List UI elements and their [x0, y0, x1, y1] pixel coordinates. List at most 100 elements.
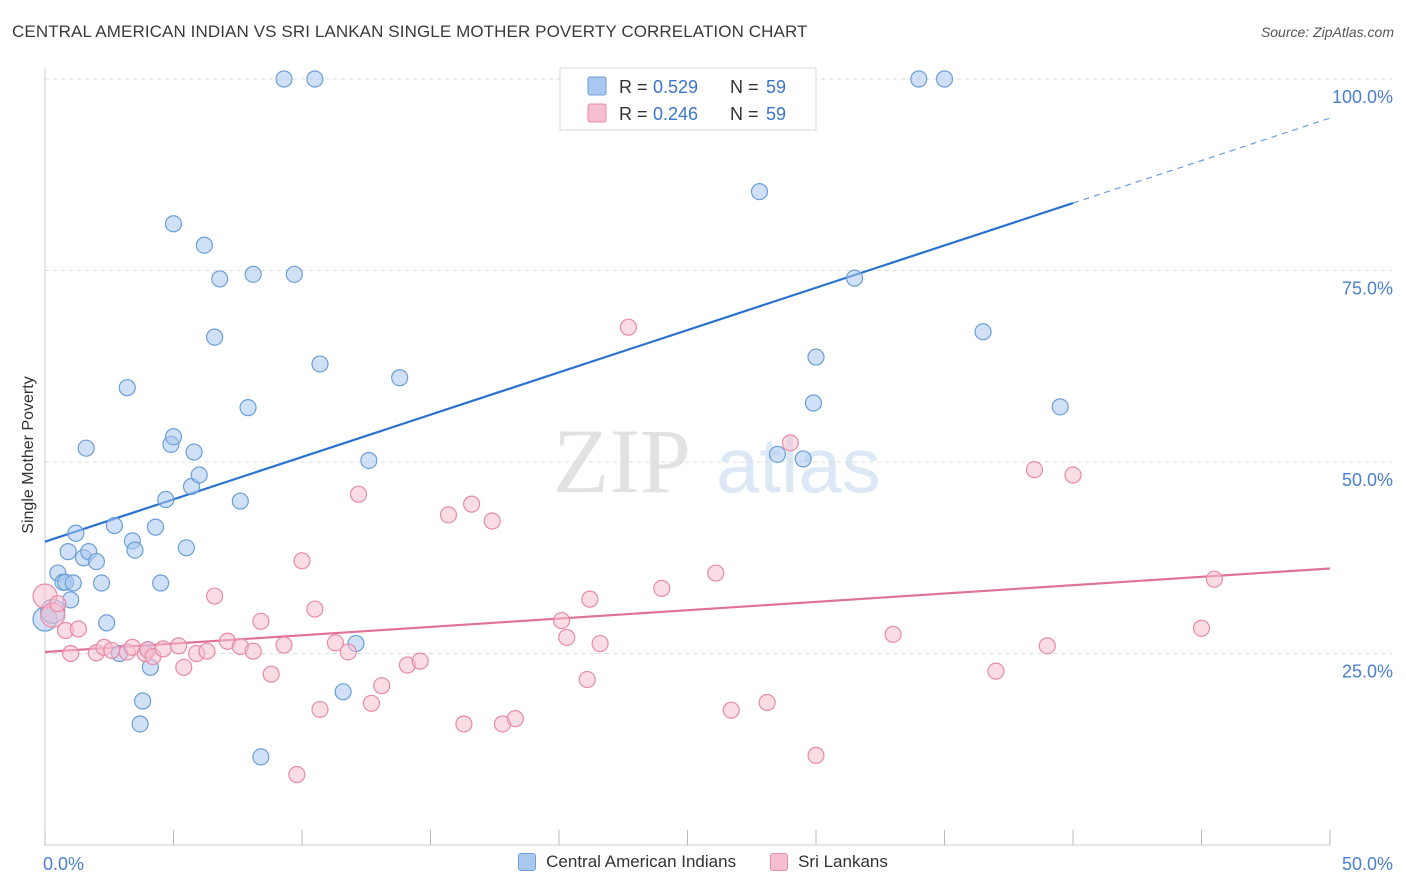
point-central-american-indians [190, 466, 208, 484]
point-sri-lankans [69, 620, 88, 638]
point-central-american-indians [146, 518, 165, 536]
point-sri-lankans [455, 715, 473, 733]
point-central-american-indians [974, 323, 992, 341]
point-central-american-indians [98, 614, 116, 632]
point-sri-lankans [49, 595, 67, 613]
legend-r-value-1: 0.529 [653, 77, 698, 97]
point-central-american-indians [105, 516, 123, 535]
point-central-american-indians [231, 492, 249, 510]
point-central-american-indians [126, 541, 144, 559]
point-sri-lankans [349, 485, 368, 503]
point-central-american-indians [391, 369, 409, 387]
y-tick-label: 100.0% [1332, 87, 1393, 107]
y-tick-label: 25.0% [1342, 662, 1393, 682]
point-sri-lankans [293, 552, 311, 570]
point-sri-lankans [463, 495, 481, 513]
legend-n-label-2: N = [730, 104, 759, 124]
point-sri-lankans [987, 662, 1005, 680]
point-sri-lankans [339, 643, 357, 661]
point-sri-lankans [103, 641, 121, 660]
point-sri-lankans [244, 642, 262, 660]
point-central-american-indians [157, 490, 175, 509]
point-sri-lankans [578, 670, 596, 689]
point-sri-lankans [306, 600, 324, 618]
point-sri-lankans [1192, 619, 1211, 637]
legend-swatch-sri-lankans [770, 853, 789, 871]
legend-label-central-american-indians: Central American Indians [546, 852, 737, 871]
trend-lines [44, 117, 1331, 654]
chart-title: CENTRAL AMERICAN INDIAN VS SRI LANKAN SI… [12, 22, 808, 41]
point-sri-lankans [722, 701, 740, 719]
point-sri-lankans [411, 652, 429, 670]
point-sri-lankans [206, 587, 224, 605]
point-sri-lankans [439, 506, 458, 524]
point-sri-lankans [311, 700, 329, 719]
legend-top: R = 0.529 N = 59 R = 0.246 N = 59 [559, 67, 817, 131]
point-central-american-indians [334, 683, 352, 701]
legend-item-sri-lankans: Sri Lankans [770, 852, 888, 872]
point-central-american-indians [1051, 398, 1069, 416]
axes: 25.0% 50.0% 75.0% 100.0% 0.0% 50.0% [43, 68, 1393, 874]
point-sri-lankans [198, 642, 216, 660]
point-sri-lankans [175, 658, 193, 676]
point-sri-lankans [653, 579, 671, 597]
point-central-american-indians [59, 543, 77, 561]
point-central-american-indians [87, 552, 106, 571]
point-sri-lankans [506, 710, 524, 728]
point-central-american-indians [910, 70, 928, 88]
point-central-american-indians [164, 428, 183, 446]
legend-swatch-blue [587, 76, 607, 96]
trend-line-sri-lankans [44, 567, 1331, 654]
legend-r-label-1: R = [619, 77, 648, 97]
point-central-american-indians [360, 451, 378, 470]
legend-swatch-pink [587, 103, 607, 123]
point-central-american-indians [244, 265, 262, 283]
y-axis-label: Single Mother Poverty [20, 376, 37, 533]
point-sri-lankans [884, 625, 902, 643]
point-central-american-indians [311, 355, 329, 373]
point-sri-lankans [1205, 570, 1223, 588]
point-central-american-indians [750, 183, 769, 201]
point-central-american-indians [177, 539, 195, 557]
point-central-american-indians [768, 445, 787, 463]
trend-line-extension [1072, 117, 1331, 204]
source-label: Source: ZipAtlas.com [1260, 24, 1394, 40]
legend-r-label-2: R = [619, 104, 648, 124]
point-sri-lankans [252, 612, 270, 630]
point-central-american-indians [845, 269, 864, 287]
trend-line-central-american-indians [44, 202, 1074, 543]
point-sri-lankans [707, 564, 725, 582]
legend-n-value-1: 59 [766, 77, 786, 97]
point-central-american-indians [64, 574, 82, 592]
point-central-american-indians [794, 450, 812, 468]
legend-n-label-1: N = [730, 77, 759, 97]
point-central-american-indians [195, 236, 213, 254]
point-sri-lankans [552, 611, 571, 630]
point-central-american-indians [935, 70, 954, 88]
point-central-american-indians [807, 348, 825, 366]
point-sri-lankans [1038, 637, 1056, 655]
point-central-american-indians [131, 715, 149, 733]
watermark-zip: ZIP [553, 410, 691, 512]
point-sri-lankans [781, 434, 799, 452]
legend-swatch-central-american-indians [518, 853, 537, 871]
data-points [32, 70, 1223, 784]
point-sri-lankans [558, 628, 576, 647]
point-sri-lankans [807, 746, 825, 764]
point-sri-lankans [619, 318, 637, 336]
point-sri-lankans [373, 677, 391, 695]
point-sri-lankans [581, 590, 599, 608]
point-central-american-indians [239, 399, 257, 417]
point-central-american-indians [211, 270, 229, 288]
point-central-american-indians [77, 439, 95, 457]
point-central-american-indians [134, 692, 152, 710]
point-central-american-indians [118, 379, 136, 397]
legend-item-central-american-indians: Central American Indians [518, 852, 736, 872]
legend-label-sri-lankans: Sri Lankans [798, 852, 888, 871]
point-sri-lankans [154, 640, 172, 658]
point-central-american-indians [275, 70, 293, 88]
y-tick-label: 50.0% [1342, 470, 1393, 490]
point-central-american-indians [152, 574, 170, 592]
x-tick-label: 50.0% [1342, 854, 1393, 874]
